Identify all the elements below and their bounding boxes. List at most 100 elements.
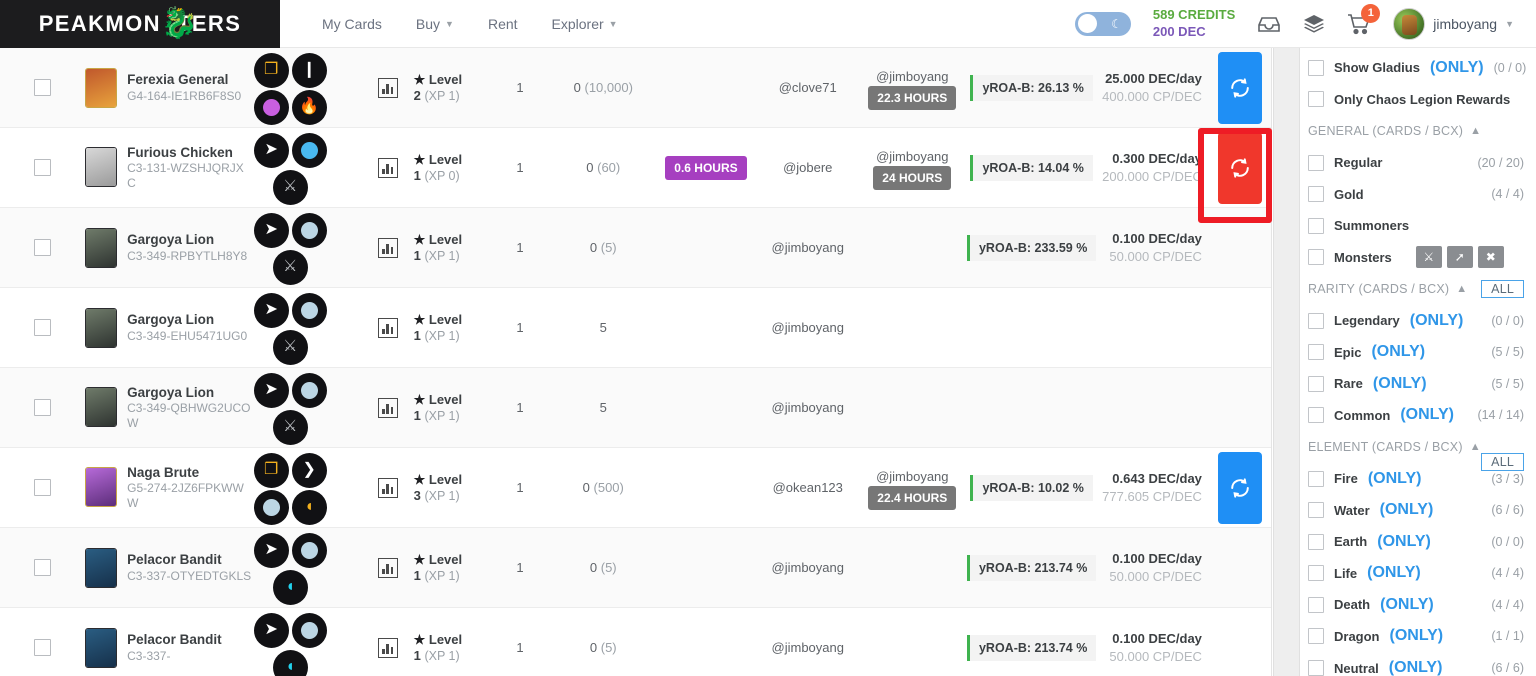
filter-row-rarity-3[interactable]: Common (ONLY) (14 / 14) xyxy=(1308,400,1524,432)
chevron-up-icon[interactable]: ▲ xyxy=(1469,440,1481,453)
dagger-icon[interactable]: ➚ xyxy=(1446,246,1473,269)
card-thumbnail[interactable] xyxy=(85,67,118,108)
refresh-button[interactable] xyxy=(1218,51,1263,124)
owner-cell[interactable]: @okean123 xyxy=(772,480,843,495)
speed-icon[interactable]: ➤ xyxy=(253,132,289,168)
card-thumbnail[interactable] xyxy=(85,147,118,188)
filter-checkbox[interactable] xyxy=(1308,596,1324,613)
filter-row-general-0[interactable]: Regular (20 / 20) xyxy=(1308,147,1524,179)
only-link[interactable]: (ONLY) xyxy=(1380,595,1434,613)
element-death-icon[interactable] xyxy=(253,89,289,125)
table-row[interactable]: Pelacor Bandit C3-337-OTYEDTGKLS ➤ ◖ ★ Level… xyxy=(0,528,1271,608)
table-row[interactable]: Naga Brute G5-274-2JZ6FPKWWW ❐ ❯ ◖ ★ Level 3 (… xyxy=(0,448,1271,528)
row-checkbox[interactable] xyxy=(34,319,52,336)
owner-cell[interactable]: @clove71 xyxy=(778,80,837,95)
owner-cell[interactable]: @jimboyang xyxy=(771,640,844,655)
filter-row-rarity-0[interactable]: Legendary (ONLY) (0 / 0) xyxy=(1308,305,1524,337)
chevron-up-icon[interactable]: ▲ xyxy=(1470,124,1482,137)
only-link[interactable]: (ONLY) xyxy=(1389,627,1444,645)
filter-row-rarity-1[interactable]: Epic (ONLY) (5 / 5) xyxy=(1308,336,1524,368)
owner-cell[interactable]: @jimboyang xyxy=(771,240,844,255)
section-header-rarity[interactable]: RARITY (CARDS / BCX) ▲ ALL xyxy=(1308,273,1524,305)
element-neutral-icon[interactable] xyxy=(291,372,327,408)
row-checkbox[interactable] xyxy=(34,479,52,496)
refresh-button[interactable] xyxy=(1218,451,1263,524)
filter-checkbox[interactable] xyxy=(1308,628,1324,645)
filter-row-general-2[interactable]: Summoners xyxy=(1308,210,1524,242)
speed-icon[interactable]: ➤ xyxy=(253,532,289,568)
bar-chart-icon[interactable] xyxy=(378,637,399,658)
only-link[interactable]: (ONLY) xyxy=(1400,406,1454,424)
only-link[interactable]: (ONLY) xyxy=(1372,374,1427,392)
flying-icon[interactable]: ◖ xyxy=(272,649,308,676)
row-checkbox[interactable] xyxy=(34,79,52,96)
row-checkbox[interactable] xyxy=(34,159,52,176)
table-row[interactable]: Pelacor Bandit C3-337- ➤ ◖ ★ Level 1 (XP 1) 1 0… xyxy=(0,608,1271,676)
element-neutral-icon[interactable] xyxy=(291,532,327,568)
cart-icon[interactable]: 1 xyxy=(1347,3,1381,35)
owner-cell[interactable]: @jimboyang xyxy=(771,400,844,415)
bar-chart-icon[interactable] xyxy=(378,477,399,498)
only-link[interactable]: (ONLY) xyxy=(1429,58,1484,76)
only-link[interactable]: (ONLY) xyxy=(1377,532,1431,550)
card-thumbnail[interactable] xyxy=(85,547,118,588)
table-row[interactable]: Gargoya Lion C3-349-EHU5471UG0 ➤ ⚔ ★ Level 1 … xyxy=(0,288,1271,368)
element-neutral-icon[interactable] xyxy=(291,612,327,648)
cards-icon[interactable]: ❐ xyxy=(253,52,289,88)
filter-row-element-3[interactable]: Life (ONLY) (4 / 4) xyxy=(1308,558,1524,590)
element-water-icon[interactable] xyxy=(291,132,327,168)
card-thumbnail[interactable] xyxy=(85,627,118,668)
owner-cell[interactable]: @jimboyang xyxy=(771,320,844,335)
attack-icon[interactable]: ⚔ xyxy=(272,409,308,445)
filter-checkbox[interactable] xyxy=(1308,59,1324,76)
refresh-button[interactable] xyxy=(1218,131,1263,204)
filter-row-rarity-2[interactable]: Rare (ONLY) (5 / 5) xyxy=(1308,368,1524,400)
attack-icon[interactable]: ⚔ xyxy=(272,249,308,285)
card-thumbnail[interactable] xyxy=(85,467,118,508)
filter-checkbox[interactable] xyxy=(1308,533,1324,550)
filter-checkbox[interactable] xyxy=(1308,186,1324,203)
filter-checkbox[interactable] xyxy=(1308,91,1324,108)
summoner-icon[interactable]: ❙ xyxy=(291,52,327,88)
filter-checkbox[interactable] xyxy=(1308,470,1324,487)
filter-row-general-3[interactable]: Monsters ⚔ ➚ ✖ xyxy=(1308,242,1524,274)
bar-chart-icon[interactable] xyxy=(378,237,399,258)
speed-icon[interactable]: ❯ xyxy=(291,452,327,488)
element-neutral-icon[interactable] xyxy=(291,292,327,328)
filter-row-element-4[interactable]: Death (ONLY) (4 / 4) xyxy=(1308,589,1524,621)
filter-row-element-0[interactable]: Fire (ONLY) (3 / 3) xyxy=(1308,463,1524,495)
table-row[interactable]: Furious Chicken C3-131-WZSHJQRJXC ➤ ⚔ ★ Leve… xyxy=(0,128,1271,208)
owner-cell[interactable]: @jimboyang xyxy=(771,560,844,575)
shield-icon[interactable]: ◖ xyxy=(291,489,327,525)
layers-icon[interactable] xyxy=(1303,14,1325,34)
filter-row-element-6[interactable]: Neutral (ONLY) (6 / 6) xyxy=(1308,652,1524,676)
sword-icon[interactable]: ⚔ xyxy=(1415,246,1442,269)
nav-item-my-cards[interactable]: My Cards xyxy=(322,16,382,32)
filter-checkbox[interactable] xyxy=(1308,249,1324,266)
filter-row-element-2[interactable]: Earth (ONLY) (0 / 0) xyxy=(1308,526,1524,558)
select-all-button[interactable]: ALL xyxy=(1481,453,1524,472)
row-checkbox[interactable] xyxy=(34,399,52,416)
filter-checkbox[interactable] xyxy=(1308,344,1324,361)
filter-checkbox[interactable] xyxy=(1308,407,1324,424)
only-link[interactable]: (ONLY) xyxy=(1371,343,1426,361)
logo[interactable]: PEAKMONSTERS 🐉 xyxy=(0,0,280,48)
bar-chart-icon[interactable] xyxy=(378,397,399,418)
only-link[interactable]: (ONLY) xyxy=(1367,469,1422,487)
row-checkbox[interactable] xyxy=(34,559,52,576)
section-header-general[interactable]: GENERAL (CARDS / BCX) ▲ xyxy=(1308,115,1524,147)
user-menu[interactable]: jimboyang ▼ xyxy=(1393,7,1514,40)
no-attack-icon[interactable]: ✖ xyxy=(1477,246,1504,269)
element-neutral-icon[interactable] xyxy=(291,212,327,248)
table-row[interactable]: Gargoya Lion C3-349-RPBYTLH8Y8 ➤ ⚔ ★ Level 1 … xyxy=(0,208,1271,288)
only-link[interactable]: (ONLY) xyxy=(1388,659,1443,676)
element-fire-icon[interactable]: 🔥 xyxy=(291,89,327,125)
only-link[interactable]: (ONLY) xyxy=(1367,564,1421,582)
filter-row-general-1[interactable]: Gold (4 / 4) xyxy=(1308,178,1524,210)
table-row[interactable]: Gargoya Lion C3-349-QBHWG2UCOW ➤ ⚔ ★ Level 1 … xyxy=(0,368,1271,448)
speed-icon[interactable]: ➤ xyxy=(253,292,289,328)
inbox-icon[interactable] xyxy=(1257,14,1281,34)
filter-checkbox[interactable] xyxy=(1308,660,1324,676)
filter-row-top-0[interactable]: Show Gladius (ONLY) (0 / 0) xyxy=(1308,52,1526,84)
only-link[interactable]: (ONLY) xyxy=(1379,501,1434,519)
